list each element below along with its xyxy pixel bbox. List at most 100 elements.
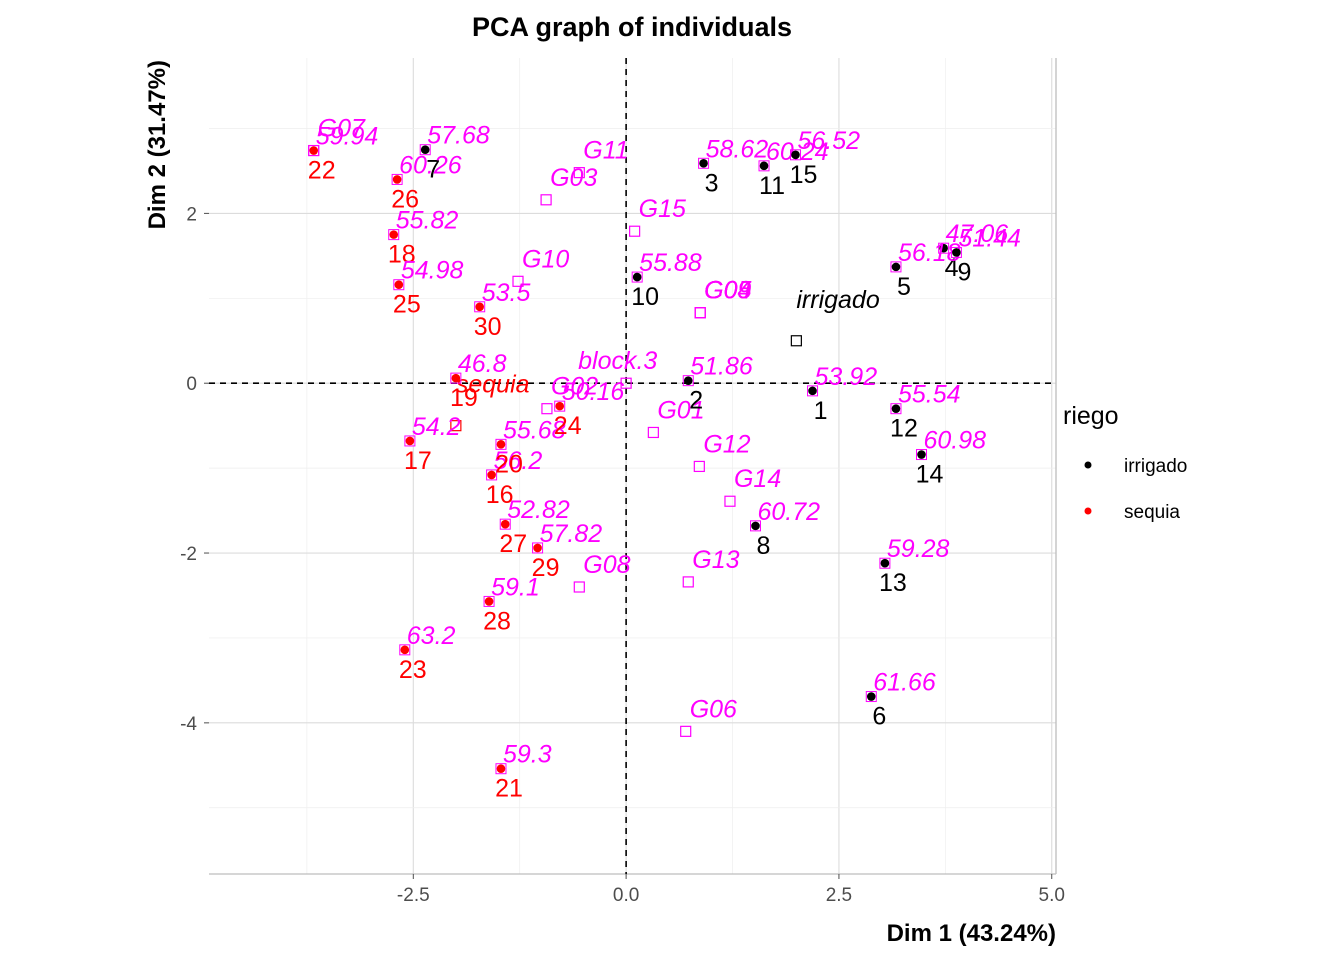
individual-number-label: 20: [495, 450, 523, 478]
supplementary-label: G14: [734, 465, 781, 493]
individual-value-label: 57.68: [427, 122, 490, 150]
individual-marker-box: [554, 400, 566, 412]
individual-value-label: 59.28: [887, 535, 950, 563]
individual-marker-box: [698, 157, 710, 169]
individual-number-label: 21: [495, 775, 523, 803]
individual-point: [891, 404, 901, 413]
supplementary-point: [680, 725, 692, 737]
supplementary-label: G06: [690, 695, 737, 723]
individual-point: [791, 150, 800, 160]
supplementary-point: [693, 460, 705, 473]
supplementary-point: [647, 426, 659, 439]
panel-background: [209, 58, 1056, 874]
individual-point: [496, 440, 506, 449]
legend: riego irrigado sequia: [1063, 402, 1187, 523]
supplementary-label: G12: [703, 430, 750, 458]
supplementary-label: G08: [583, 551, 630, 579]
individual-number-label: 26: [391, 185, 419, 213]
individual-point: [751, 521, 760, 531]
individual-number-label: 10: [631, 283, 659, 311]
individual-value-label: 59.3: [503, 741, 552, 769]
individual-value-label: 53.92: [815, 363, 878, 391]
individual-value-label: 53.5: [482, 279, 531, 307]
individual-number-label: 9: [957, 258, 971, 286]
supplementary-point: [512, 275, 524, 287]
supplementary-label: block.3: [578, 347, 657, 375]
individual-value-label: 55.68: [503, 416, 566, 444]
individual-value-label: 63.2: [407, 622, 456, 650]
supplementary-point: [573, 167, 585, 179]
individual-value-label: 55.88: [639, 249, 702, 277]
individual-number-label: 7: [426, 156, 440, 184]
individual-number-label: 3: [705, 169, 719, 197]
legend-title: riego: [1063, 402, 1119, 430]
individual-number-label: 14: [916, 461, 944, 489]
individual-point: [400, 645, 410, 655]
individual-value-label: 59.1: [491, 573, 540, 601]
individual-point: [891, 262, 901, 272]
individual-point: [917, 450, 926, 459]
individual-number-label: 29: [532, 554, 560, 582]
individual-number-label: 5: [897, 273, 911, 301]
individual-point: [420, 145, 430, 155]
supplementary-point: [629, 225, 641, 237]
individual-value-label: 46.8: [458, 350, 507, 378]
supplementary-point: [724, 495, 736, 507]
individual-number-label: 30: [474, 313, 502, 341]
individual-point: [484, 597, 494, 606]
individual-marker-box: [532, 542, 544, 554]
individual-point: [880, 558, 890, 568]
plot-area: -2.5 0.0 2.5 5.0-4-202G01G02G03G04G05G06G07…: [180, 58, 1065, 906]
individual-marker-box: [682, 375, 694, 387]
individual-point: [533, 543, 542, 553]
individual-value-label: 52.82: [507, 496, 570, 524]
individual-point: [555, 401, 565, 411]
supplementary-label: G02: [551, 373, 598, 401]
individual-value-label: 50.16: [562, 378, 625, 406]
supplementary-point: [541, 403, 553, 415]
individual-marker-box: [865, 691, 877, 703]
supplementary-label: G04: [704, 277, 751, 305]
individual-point: [759, 161, 769, 171]
individual-value-label: 59.94: [316, 123, 379, 151]
individual-number-label: 6: [872, 703, 886, 731]
y-axis-title: Dim 2 (31.47%): [144, 60, 171, 229]
individual-point: [939, 243, 948, 253]
category-label: sequia: [456, 371, 530, 399]
individual-marker-box: [399, 644, 411, 656]
individual-marker-box: [631, 271, 643, 283]
y-tick-label: 0: [186, 374, 197, 395]
individual-value-label: 61.66: [873, 669, 936, 697]
y-tick-label: 2: [186, 204, 197, 225]
individual-marker-box: [483, 595, 495, 607]
individual-number-label: 28: [483, 607, 511, 635]
individual-point: [309, 146, 319, 155]
individual-number-label: 4: [945, 254, 959, 282]
individual-value-label: 60.98: [924, 427, 987, 455]
supplementary-label: G07: [318, 115, 366, 143]
individual-point: [699, 158, 708, 168]
supplementary-point: [694, 307, 706, 319]
individual-point: [392, 175, 402, 184]
individual-marker-box: [393, 279, 405, 291]
individual-number-label: 24: [554, 412, 582, 440]
x-tick-label: 2.5: [826, 885, 852, 906]
individual-number-label: 1: [814, 397, 828, 425]
individual-point: [683, 376, 693, 385]
individual-number-label: 22: [308, 157, 336, 185]
individual-marker-box: [388, 229, 400, 241]
supplementary-point: [620, 377, 632, 389]
individual-number-label: 13: [879, 569, 907, 597]
category-label: irrigado: [796, 286, 879, 314]
individual-number-label: 11: [759, 172, 785, 200]
individual-number-label: 18: [388, 241, 416, 269]
individual-value-label: 51.44: [958, 224, 1021, 252]
individual-marker-box: [450, 372, 462, 384]
supplementary-label: G09: [704, 277, 751, 305]
individual-point: [952, 248, 961, 257]
individual-value-label: 47.06: [946, 220, 1009, 248]
individual-number-label: 25: [393, 291, 421, 319]
individual-value-label: 55.54: [898, 381, 961, 409]
individual-number-label: 2: [689, 387, 703, 415]
individual-value-label: 58.62: [706, 135, 769, 163]
